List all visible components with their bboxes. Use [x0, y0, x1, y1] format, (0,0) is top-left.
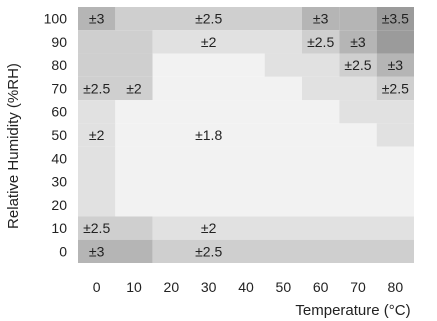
cell-value-label: ±3.5	[382, 11, 409, 27]
heatmap-cell	[376, 7, 414, 31]
y-tick-label: 10	[51, 220, 67, 236]
cell-value-label: ±2.5	[307, 34, 334, 50]
heatmap-cell	[78, 123, 116, 147]
heatmap-cell	[339, 30, 377, 54]
cell-value-label: ±3	[89, 243, 105, 259]
x-axis-label: Temperature (°C)	[295, 302, 410, 319]
heatmap-cell	[78, 7, 116, 31]
x-tick-label: 30	[201, 279, 217, 295]
cell-value-label: ±2.5	[344, 57, 371, 73]
heatmap-cell	[302, 30, 340, 54]
cell-value-label: ±2	[201, 34, 217, 50]
cell-value-label: ±3	[313, 11, 329, 27]
cell-value-label: ±3	[350, 34, 366, 50]
y-tick-label: 90	[51, 34, 67, 50]
x-tick-label: 40	[238, 279, 254, 295]
cell-value-label: ±2.5	[382, 80, 409, 96]
heatmap-cell	[78, 53, 153, 77]
heatmap-cell	[339, 100, 414, 124]
heatmap-cell	[376, 76, 414, 101]
heatmap-cell	[115, 7, 302, 31]
heatmap-cell	[78, 100, 116, 124]
heatmap-cells	[78, 7, 414, 263]
heatmap-cell	[376, 53, 414, 77]
heatmap-cell	[115, 123, 377, 147]
cell-value-label: ±2	[201, 220, 217, 236]
heatmap-value-labels: ±3 ±2.5 ±3 ±3.5 ±2 ±2.5 ±3 ±2.5 ±3 ±2.5 ±2 ±2.5 ±2 ±1…	[83, 11, 409, 260]
cell-value-label: ±2.5	[195, 11, 222, 27]
y-tick-label: 20	[51, 197, 67, 213]
heatmap-cell	[78, 216, 153, 240]
cell-value-label: ±2	[89, 127, 105, 143]
heatmap-cell	[264, 53, 340, 77]
heatmap-cell	[376, 30, 414, 54]
cell-value-label: ±2	[126, 80, 142, 96]
cell-value-label: ±2.5	[195, 243, 222, 259]
heatmap-cell	[78, 239, 153, 263]
heatmap-cell	[115, 146, 414, 217]
y-tick-label: 80	[51, 57, 67, 73]
heatmap-cell	[78, 30, 153, 54]
x-tick-label: 20	[164, 279, 180, 295]
heatmap-cell	[152, 53, 265, 77]
cell-value-label: ±2.5	[83, 80, 110, 96]
heatmap-cell	[376, 123, 414, 147]
y-axis-label: Relative Humidity (%RH)	[5, 63, 22, 229]
y-tick-label: 70	[51, 80, 67, 96]
heatmap-cell	[302, 7, 340, 31]
y-tick-label: 50	[51, 127, 67, 143]
cell-value-label: ±2.5	[83, 220, 110, 236]
heatmap-cell	[78, 146, 116, 217]
heatmap-cell	[115, 100, 340, 124]
x-axis-ticks: 0 10 20 30 40 50 60 70 80	[93, 279, 404, 295]
x-tick-label: 10	[126, 279, 142, 295]
heatmap-cell	[78, 76, 153, 101]
x-tick-label: 80	[388, 279, 404, 295]
y-tick-label: 0	[59, 243, 67, 259]
y-tick-label: 30	[51, 174, 67, 190]
y-tick-label: 60	[51, 104, 67, 120]
y-tick-label: 100	[44, 11, 68, 27]
cell-value-label: ±1.8	[195, 127, 222, 143]
heatmap-cell	[339, 53, 377, 77]
x-tick-label: 60	[313, 279, 329, 295]
heatmap-cell	[152, 216, 414, 240]
heatmap-cell	[302, 76, 377, 101]
x-tick-label: 0	[93, 279, 101, 295]
heatmap-cell	[152, 239, 414, 263]
cell-value-label: ±3	[89, 11, 105, 27]
heatmap-cell	[339, 7, 377, 31]
heatmap-cell	[152, 76, 302, 101]
y-tick-label: 40	[51, 150, 67, 166]
x-tick-label: 50	[276, 279, 292, 295]
heatmap-cell	[152, 30, 302, 54]
cell-value-label: ±3	[388, 57, 404, 73]
x-tick-label: 70	[350, 279, 366, 295]
